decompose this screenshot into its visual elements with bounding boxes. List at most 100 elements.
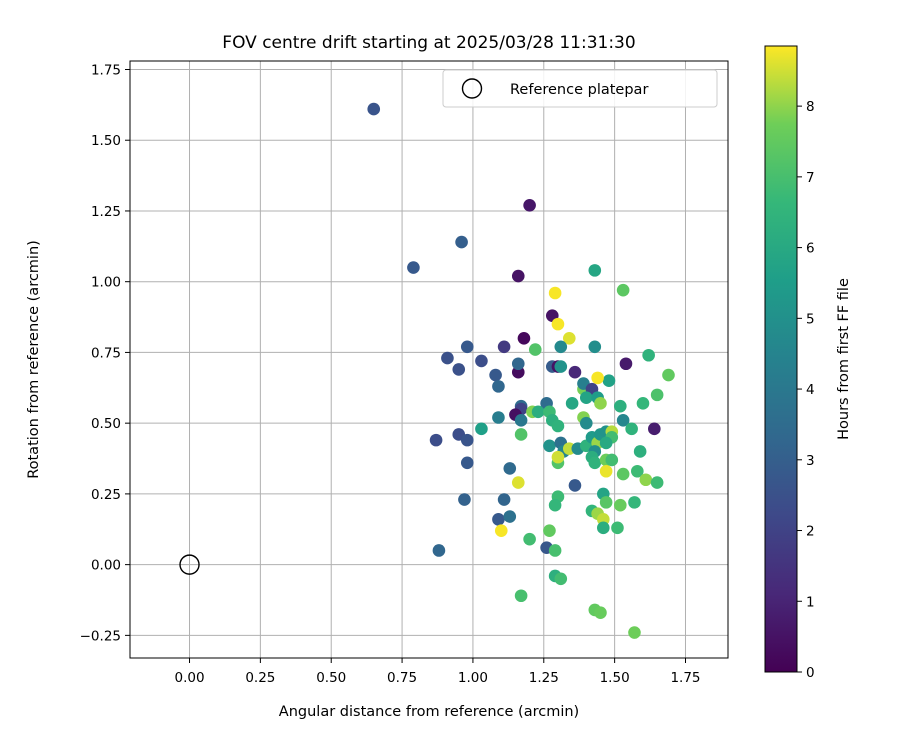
data-point <box>503 510 517 523</box>
data-point <box>511 357 525 371</box>
data-point <box>628 626 641 639</box>
y-tick-label: 1.50 <box>91 133 121 149</box>
reference-platepar-point <box>179 554 200 575</box>
data-point <box>551 419 565 433</box>
data-point <box>367 102 381 116</box>
data-point <box>455 235 468 249</box>
x-tick-label: 1.00 <box>458 670 488 686</box>
data-point <box>523 532 536 546</box>
colorbar-tick-label: 3 <box>806 453 815 469</box>
legend-box <box>442 69 718 108</box>
data-point <box>497 493 511 506</box>
data-point <box>517 331 531 345</box>
data-point <box>636 397 650 410</box>
data-point <box>548 544 562 557</box>
data-point <box>429 433 443 447</box>
data-point <box>511 269 525 283</box>
data-point <box>554 360 568 373</box>
data-point <box>528 343 542 356</box>
data-point <box>625 422 638 436</box>
data-point <box>460 456 474 470</box>
data-point <box>554 572 568 586</box>
data-point <box>648 422 661 436</box>
data-point <box>551 450 565 464</box>
y-tick-label: 0.00 <box>91 558 121 574</box>
data-point <box>548 498 562 512</box>
x-axis-label: Angular distance from reference (arcmin) <box>279 704 579 720</box>
data-point <box>599 436 613 450</box>
data-point <box>514 589 528 603</box>
data-point <box>650 388 664 402</box>
data-point <box>565 397 579 410</box>
legend-entry: Reference platepar <box>510 82 648 98</box>
data-point <box>543 524 556 537</box>
data-points <box>367 102 675 639</box>
data-point <box>588 264 602 277</box>
data-point <box>650 476 664 489</box>
data-point <box>588 456 602 470</box>
data-point <box>458 493 471 506</box>
x-tick-label: 1.25 <box>529 670 559 686</box>
data-point <box>599 496 613 509</box>
data-point <box>475 354 488 368</box>
colorbar-tick-label: 8 <box>806 99 815 115</box>
y-tick-label: −0.25 <box>80 628 121 644</box>
x-tick-label: 0.50 <box>316 670 346 686</box>
legend-open-circle-icon <box>461 78 483 99</box>
data-point <box>492 380 505 393</box>
data-point <box>579 391 593 404</box>
data-point <box>514 428 528 441</box>
y-tick-label: 0.25 <box>91 487 121 503</box>
data-point <box>551 317 565 331</box>
data-point <box>562 331 576 345</box>
data-point <box>407 261 420 274</box>
y-tick-label: 1.00 <box>91 275 121 291</box>
x-tick-label: 0.75 <box>387 670 417 686</box>
colorbar-tick-label: 2 <box>806 524 815 540</box>
colorbar-label: Hours from first FF file <box>836 278 852 440</box>
data-point <box>614 399 627 413</box>
data-point <box>594 397 607 410</box>
data-point <box>543 439 556 453</box>
data-point <box>616 467 630 481</box>
data-point <box>568 365 582 379</box>
data-point <box>497 340 511 354</box>
data-point <box>489 368 502 382</box>
data-point <box>619 357 633 371</box>
data-point <box>588 340 602 354</box>
data-point <box>568 479 582 492</box>
x-tick-label: 1.75 <box>670 670 700 686</box>
data-point <box>642 348 655 362</box>
data-point <box>639 473 653 487</box>
colorbar-tick-label: 6 <box>806 241 815 257</box>
data-point <box>596 521 610 535</box>
data-point <box>616 414 630 427</box>
data-point <box>548 286 562 300</box>
data-point <box>492 513 505 526</box>
data-point <box>628 496 641 509</box>
colorbar-tick-label: 4 <box>806 382 815 398</box>
grid-lines <box>130 61 728 658</box>
data-point <box>554 340 568 354</box>
data-point <box>602 374 616 388</box>
data-point <box>514 414 528 427</box>
data-point <box>503 462 517 475</box>
data-point <box>452 363 466 376</box>
y-tick-label: 1.25 <box>91 204 121 220</box>
data-point <box>616 283 630 297</box>
data-point <box>523 198 536 212</box>
data-point <box>579 416 593 430</box>
y-tick-label: 1.75 <box>91 62 121 78</box>
data-point <box>492 411 505 424</box>
data-point <box>662 368 675 382</box>
x-tick-label: 1.50 <box>600 670 630 686</box>
data-point <box>605 453 619 467</box>
data-point <box>531 405 545 419</box>
data-point <box>594 606 607 620</box>
y-tick-label: 0.75 <box>91 345 121 361</box>
data-point <box>511 476 525 489</box>
plot-frame <box>129 60 729 659</box>
data-point <box>460 433 474 447</box>
data-point <box>591 371 604 385</box>
